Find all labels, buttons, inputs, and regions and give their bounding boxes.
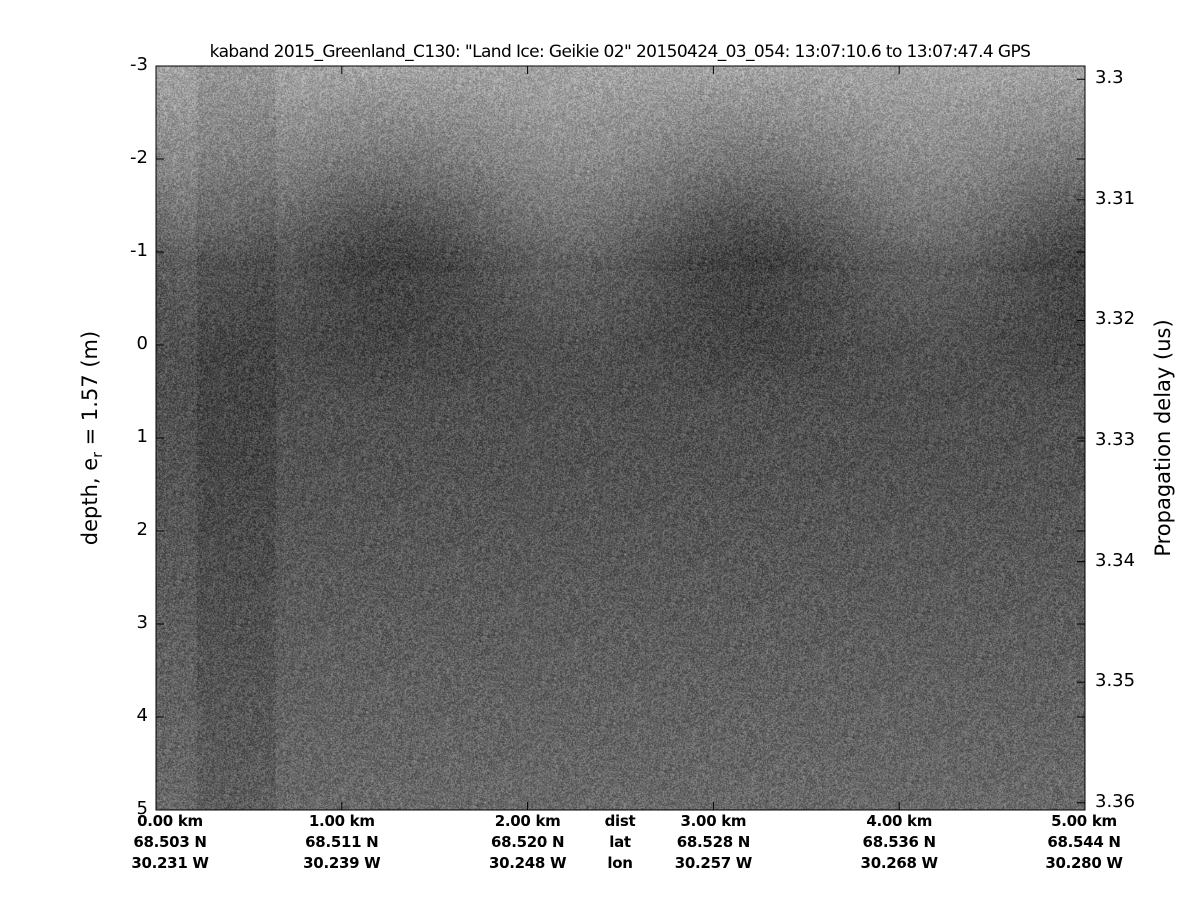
x-dist-label: 5.00 km (1051, 812, 1117, 830)
x-lon-label: 30.239 W (303, 854, 381, 872)
y-tick-label: 5 (136, 798, 148, 819)
chart-title: kaband 2015_Greenland_C130: "Land Ice: G… (209, 42, 1031, 62)
echogram-image (156, 66, 1085, 810)
x-row-label-lat: lat (609, 833, 631, 851)
right-y-axis-label: Propagation delay (us) (1151, 319, 1175, 557)
y-tick-label: 0 (136, 333, 148, 354)
y-tick-label: 4 (136, 705, 148, 726)
y-axis-label: depth, er = 1.57 (m) (78, 331, 106, 545)
y-axis-label-subscript: r (90, 452, 107, 458)
x-dist-label: 3.00 km (680, 812, 747, 830)
x-lon-label: 30.257 W (674, 854, 753, 872)
y2-tick-label: 3.33 (1095, 429, 1136, 450)
x-lat-label: 68.511 N (305, 833, 379, 851)
y-tick-label: 3 (136, 612, 148, 633)
y-axis-label-tail: = 1.57 (m) (77, 330, 102, 453)
x-row-label-lon: lon (607, 854, 633, 872)
x-lat-label: 68.544 N (1047, 833, 1121, 851)
y-tick-label: -3 (130, 54, 148, 75)
x-dist-label: 0.00 km (137, 812, 203, 830)
y-tick-label: -2 (130, 147, 148, 168)
x-dist-label: 1.00 km (308, 812, 375, 830)
x-lon-label: 30.231 W (131, 854, 209, 872)
x-dist-label: 2.00 km (494, 812, 561, 830)
x-lat-label: 68.503 N (133, 833, 207, 851)
y-axis-label-main: depth, e (77, 457, 102, 546)
x-lat-label: 68.520 N (490, 833, 565, 851)
y2-tick-label: 3.3 (1095, 67, 1124, 89)
y-tick-label: 1 (136, 426, 148, 447)
x-dist-label: 4.00 km (866, 812, 933, 830)
y-tick-label: 2 (136, 519, 148, 540)
x-lon-label: 30.280 W (1045, 854, 1123, 872)
x-lat-label: 68.528 N (676, 833, 751, 851)
plot-frame (155, 65, 1086, 811)
y2-tick-label: 3.31 (1095, 187, 1136, 209)
y2-tick-label: 3.32 (1095, 308, 1136, 330)
x-row-label-dist: dist (604, 812, 636, 830)
y2-tick-label: 3.34 (1095, 549, 1136, 571)
y-tick-label: -1 (130, 240, 148, 261)
x-lat-label: 68.536 N (862, 833, 937, 851)
x-lon-label: 30.268 W (860, 854, 939, 872)
y2-tick-label: 3.36 (1095, 790, 1136, 812)
x-lon-label: 30.248 W (488, 854, 567, 872)
y2-tick-label: 3.35 (1095, 670, 1136, 692)
